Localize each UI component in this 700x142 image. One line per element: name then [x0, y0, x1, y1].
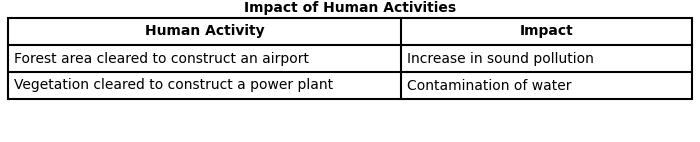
Text: Contamination of water: Contamination of water	[407, 79, 572, 92]
Text: Impact: Impact	[520, 25, 573, 38]
Text: Impact of Human Activities: Impact of Human Activities	[244, 1, 456, 15]
Text: Forest area cleared to construct an airport: Forest area cleared to construct an airp…	[14, 52, 309, 65]
Text: Increase in sound pollution: Increase in sound pollution	[407, 52, 594, 65]
Text: Human Activity: Human Activity	[145, 25, 265, 38]
Text: Vegetation cleared to construct a power plant: Vegetation cleared to construct a power …	[14, 79, 333, 92]
Bar	[8, 18, 692, 99]
